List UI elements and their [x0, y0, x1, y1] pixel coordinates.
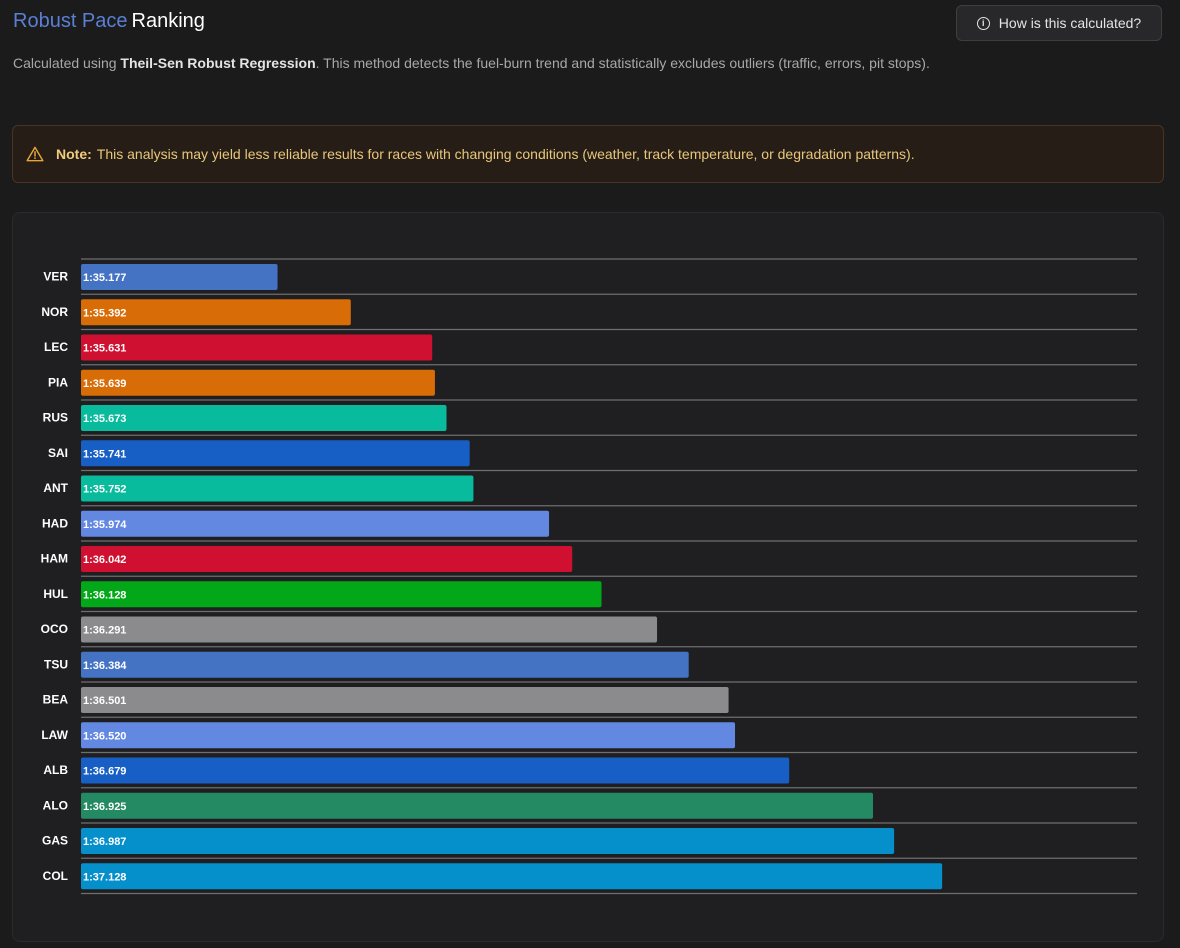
y-tick-label: VER: [43, 270, 68, 284]
bar-value-label: 1:36.520: [83, 730, 126, 742]
bar-pia[interactable]: [81, 369, 435, 396]
bar-ver[interactable]: [81, 264, 278, 290]
description-suffix: . This method detects the fuel-burn tren…: [315, 55, 930, 71]
bar-value-label: 1:35.974: [83, 519, 127, 531]
bar-nor[interactable]: [81, 299, 351, 326]
y-tick-label: HAD: [42, 516, 68, 530]
bar-hul[interactable]: [81, 581, 602, 608]
reliability-note: Note: This analysis may yield less relia…: [12, 125, 1164, 183]
y-tick-label: LEC: [44, 340, 68, 354]
bar-value-label: 1:36.679: [83, 766, 126, 778]
bar-value-label: 1:36.128: [83, 589, 126, 601]
bar-lec[interactable]: [81, 334, 433, 361]
bar-value-label: 1:35.639: [83, 378, 126, 390]
bar-rus[interactable]: [81, 405, 447, 431]
warning-icon: [26, 146, 44, 162]
title-accent: Robust Pace: [13, 10, 128, 32]
y-tick-label: BEA: [43, 693, 69, 707]
method-name: Theil-Sen Robust Regression: [120, 55, 316, 71]
y-tick-label: ALO: [43, 798, 68, 812]
y-tick-label: COL: [43, 869, 68, 883]
bar-value-label: 1:35.752: [83, 484, 126, 496]
y-tick-label: SAI: [48, 446, 68, 460]
bar-value-label: 1:36.925: [83, 801, 126, 813]
y-tick-label: ALB: [43, 763, 68, 777]
bar-value-label: 1:35.741: [83, 448, 126, 460]
bar-value-label: 1:37.128: [83, 871, 126, 883]
bar-value-label: 1:36.987: [83, 836, 126, 848]
note-label: Note:: [56, 146, 92, 162]
bar-value-label: 1:35.392: [83, 307, 126, 319]
bar-value-label: 1:35.631: [83, 343, 126, 355]
bar-had[interactable]: [81, 510, 550, 537]
bar-value-label: 1:36.384: [83, 660, 127, 672]
info-icon: i: [976, 16, 990, 30]
pace-ranking-chart: VER 1:35.177 NOR 1:35.392 LEC 1:35.631 PIA 1:35…: [41, 258, 1137, 895]
y-tick-label: LAW: [41, 728, 68, 742]
bar-value-label: 1:36.042: [83, 554, 126, 566]
bar-alo[interactable]: [81, 792, 873, 819]
description-prefix: Calculated using: [13, 55, 121, 71]
bar-gas[interactable]: [81, 828, 895, 854]
bar-bea[interactable]: [81, 687, 729, 713]
y-tick-label: HAM: [41, 552, 68, 566]
y-tick-label: TSU: [44, 657, 68, 671]
bar-tsu[interactable]: [81, 651, 689, 678]
page-title: Robust Pace Ranking: [13, 9, 205, 33]
y-tick-label: ANT: [43, 481, 68, 495]
y-tick-label: RUS: [43, 411, 68, 425]
title-rest: Ranking: [131, 10, 205, 32]
y-tick-label: HUL: [43, 587, 68, 601]
y-tick-label: OCO: [41, 622, 68, 636]
how-calculated-button[interactable]: i How is this calculated?: [956, 5, 1162, 41]
bar-sai[interactable]: [81, 440, 470, 467]
bar-alb[interactable]: [81, 757, 790, 784]
bar-col[interactable]: [81, 863, 943, 890]
bar-ant[interactable]: [81, 475, 474, 502]
bar-law[interactable]: [81, 722, 736, 749]
bar-value-label: 1:36.291: [83, 625, 126, 637]
y-tick-label: NOR: [41, 305, 68, 319]
pace-chart-card: VER 1:35.177 NOR 1:35.392 LEC 1:35.631 PIA 1:35…: [12, 212, 1164, 942]
y-tick-label: PIA: [48, 375, 68, 389]
bar-value-label: 1:35.673: [83, 413, 126, 425]
method-description: Calculated using Theil-Sen Robust Regres…: [13, 53, 943, 73]
bar-value-label: 1:35.177: [83, 272, 126, 284]
note-text: This analysis may yield less reliable re…: [96, 146, 915, 162]
bar-value-label: 1:36.501: [83, 695, 126, 707]
how-calculated-label: How is this calculated?: [998, 15, 1142, 31]
bar-oco[interactable]: [81, 616, 658, 643]
bar-ham[interactable]: [81, 546, 573, 572]
y-tick-label: GAS: [42, 834, 68, 848]
